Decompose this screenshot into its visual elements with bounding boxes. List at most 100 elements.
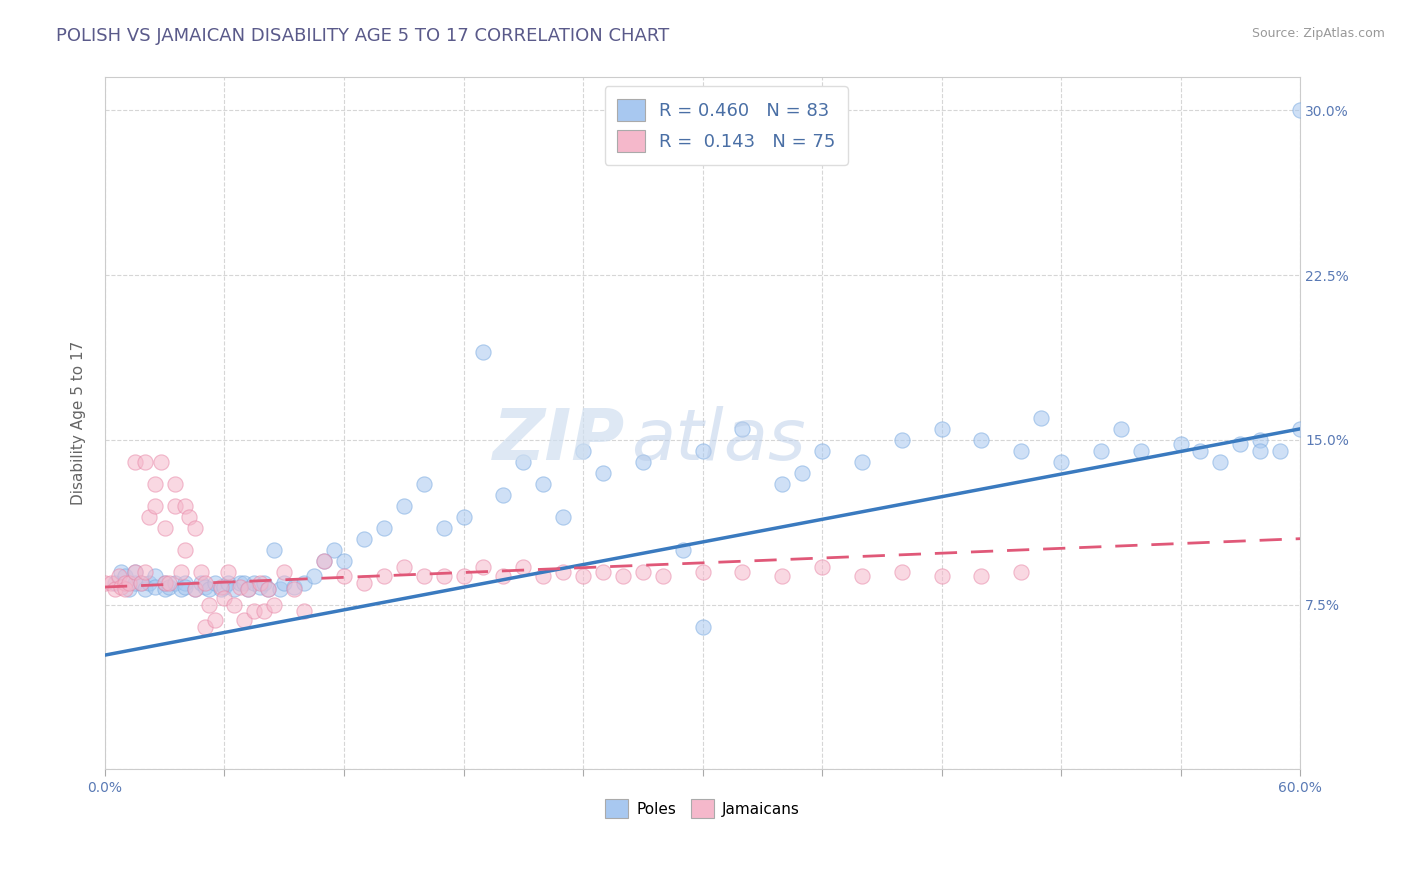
Point bbox=[209, 580, 232, 594]
Point bbox=[333, 569, 356, 583]
Point bbox=[104, 582, 127, 597]
Point bbox=[138, 575, 160, 590]
Point bbox=[183, 521, 205, 535]
Point bbox=[851, 455, 873, 469]
Point bbox=[592, 466, 614, 480]
Point bbox=[851, 569, 873, 583]
Point bbox=[292, 604, 315, 618]
Point bbox=[214, 591, 236, 605]
Point bbox=[194, 619, 217, 633]
Point bbox=[134, 565, 156, 579]
Point bbox=[931, 422, 953, 436]
Point bbox=[572, 443, 595, 458]
Point bbox=[114, 569, 136, 583]
Point bbox=[453, 509, 475, 524]
Point bbox=[373, 569, 395, 583]
Point bbox=[224, 582, 246, 597]
Point bbox=[692, 619, 714, 633]
Point bbox=[163, 476, 186, 491]
Point bbox=[353, 532, 375, 546]
Point bbox=[631, 565, 654, 579]
Point bbox=[138, 509, 160, 524]
Point bbox=[731, 422, 754, 436]
Point bbox=[1129, 443, 1152, 458]
Point bbox=[492, 569, 515, 583]
Point bbox=[170, 565, 193, 579]
Point bbox=[134, 455, 156, 469]
Point bbox=[124, 455, 146, 469]
Point bbox=[249, 580, 271, 594]
Point bbox=[323, 542, 346, 557]
Point bbox=[283, 580, 305, 594]
Point bbox=[224, 598, 246, 612]
Point bbox=[249, 575, 271, 590]
Point bbox=[190, 575, 212, 590]
Text: Source: ZipAtlas.com: Source: ZipAtlas.com bbox=[1251, 27, 1385, 40]
Point bbox=[118, 582, 141, 597]
Point bbox=[1209, 455, 1232, 469]
Point bbox=[1010, 443, 1032, 458]
Point bbox=[811, 443, 834, 458]
Point bbox=[472, 560, 495, 574]
Point bbox=[257, 582, 280, 597]
Point bbox=[531, 569, 554, 583]
Point bbox=[970, 569, 993, 583]
Point bbox=[1090, 443, 1112, 458]
Point bbox=[183, 582, 205, 597]
Point bbox=[1050, 455, 1073, 469]
Point bbox=[1109, 422, 1132, 436]
Point bbox=[108, 569, 131, 583]
Point bbox=[218, 565, 240, 579]
Point bbox=[890, 565, 912, 579]
Point bbox=[153, 575, 176, 590]
Point bbox=[114, 575, 136, 590]
Point bbox=[143, 580, 166, 594]
Point bbox=[631, 455, 654, 469]
Point bbox=[243, 575, 266, 590]
Point bbox=[253, 604, 276, 618]
Point bbox=[209, 582, 232, 597]
Point bbox=[731, 565, 754, 579]
Point bbox=[1249, 433, 1271, 447]
Point bbox=[190, 565, 212, 579]
Point bbox=[553, 509, 575, 524]
Point bbox=[692, 565, 714, 579]
Point bbox=[890, 433, 912, 447]
Point bbox=[273, 565, 295, 579]
Point bbox=[183, 582, 205, 597]
Point bbox=[129, 575, 152, 590]
Point bbox=[129, 575, 152, 590]
Point bbox=[433, 521, 456, 535]
Point bbox=[612, 569, 634, 583]
Point bbox=[1229, 437, 1251, 451]
Point bbox=[110, 565, 132, 579]
Point bbox=[104, 575, 127, 590]
Text: atlas: atlas bbox=[631, 406, 806, 475]
Point bbox=[204, 613, 226, 627]
Point bbox=[553, 565, 575, 579]
Point bbox=[770, 569, 793, 583]
Point bbox=[143, 499, 166, 513]
Point bbox=[273, 575, 295, 590]
Point bbox=[124, 565, 146, 579]
Point bbox=[283, 582, 305, 597]
Point bbox=[672, 542, 695, 557]
Point bbox=[197, 582, 219, 597]
Point bbox=[243, 604, 266, 618]
Point bbox=[163, 575, 186, 590]
Legend: Poles, Jamaicans: Poles, Jamaicans bbox=[599, 793, 806, 824]
Point bbox=[163, 499, 186, 513]
Point bbox=[194, 580, 217, 594]
Point bbox=[229, 575, 252, 590]
Point bbox=[100, 575, 122, 590]
Y-axis label: Disability Age 5 to 17: Disability Age 5 to 17 bbox=[72, 342, 86, 506]
Point bbox=[173, 580, 195, 594]
Point bbox=[229, 580, 252, 594]
Point bbox=[453, 569, 475, 583]
Point bbox=[173, 542, 195, 557]
Point bbox=[792, 466, 814, 480]
Point bbox=[811, 560, 834, 574]
Point bbox=[531, 476, 554, 491]
Point bbox=[1170, 437, 1192, 451]
Point bbox=[269, 582, 291, 597]
